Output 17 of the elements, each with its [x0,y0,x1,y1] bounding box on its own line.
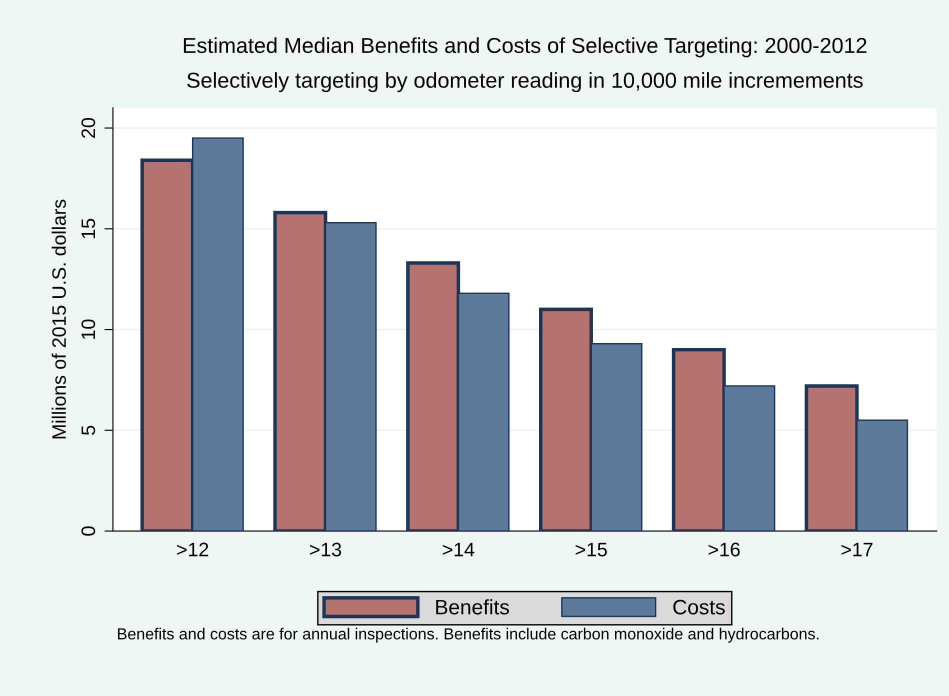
chart-subtitle: Selectively targeting by odometer reading in 10,000 mile incremements [187,72,863,92]
chart-title: Estimated Median Benefits and Costs of Selective Targeting: 2000-2012 [184,37,866,58]
x-tick-label: >12 [177,542,208,556]
x-tick-label: >16 [708,542,740,556]
y-tick-label: 5 [82,426,96,435]
x-tick-label: >13 [310,542,342,556]
x-tick-label: >14 [442,542,474,556]
y-tick-label: 10 [81,319,96,339]
x-tick-label: >17 [841,542,872,556]
text: Benefits and costs are for annual inspections. Benefits include carbon monoxide and hydrocarbons. [118,628,818,643]
y-tick-label: 20 [81,118,96,138]
y-tick-label: 15 [82,218,96,238]
legend-label: Costs [673,600,725,614]
legend-label: Benefits [436,599,510,614]
y-tick-label: 0 [81,526,96,536]
y-axis-title: Millions of 2015 U.S. dollars [52,200,66,438]
x-tick-label: >15 [576,542,607,556]
